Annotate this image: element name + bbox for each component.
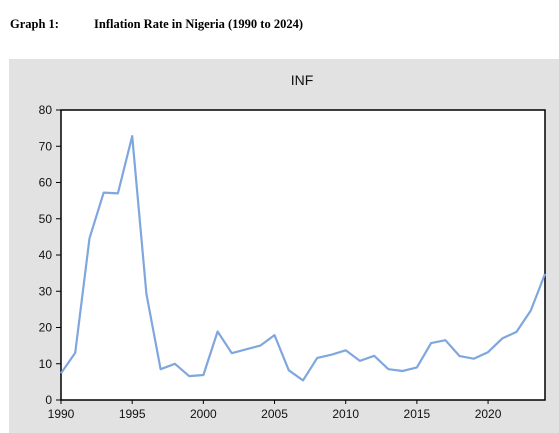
graph-number: Graph 1: <box>10 17 59 31</box>
x-tick-label: 1995 <box>119 407 146 421</box>
y-tick-label: 70 <box>39 139 53 153</box>
y-tick-label: 50 <box>39 212 53 226</box>
y-tick-label: 60 <box>39 176 53 190</box>
y-tick-label: 20 <box>39 321 53 335</box>
plot-area <box>60 109 546 401</box>
x-tick-label: 2000 <box>190 407 217 421</box>
graph-caption: Graph 1: Inflation Rate in Nigeria (1990 … <box>10 17 303 32</box>
inflation-series-line <box>60 135 547 382</box>
y-tick-label: 10 <box>39 357 53 371</box>
x-tick-label: 2005 <box>261 407 288 421</box>
y-tick-label: 30 <box>39 284 53 298</box>
x-tick-label: 2010 <box>332 407 359 421</box>
y-tick-label: 80 <box>39 103 53 117</box>
x-axis: 1990 1995 2000 2005 2010 2015 2020 <box>48 400 502 421</box>
y-tick-label: 0 <box>45 393 52 407</box>
x-tick-label: 2015 <box>404 407 431 421</box>
y-axis: 0 10 20 30 40 50 60 70 80 <box>39 103 61 407</box>
x-tick-label: 2020 <box>475 407 502 421</box>
chart-title: INF <box>291 72 314 88</box>
y-tick-label: 40 <box>39 248 53 262</box>
x-tick-label: 1990 <box>48 407 75 421</box>
graph-title: Inflation Rate in Nigeria (1990 to 2024) <box>94 17 304 31</box>
